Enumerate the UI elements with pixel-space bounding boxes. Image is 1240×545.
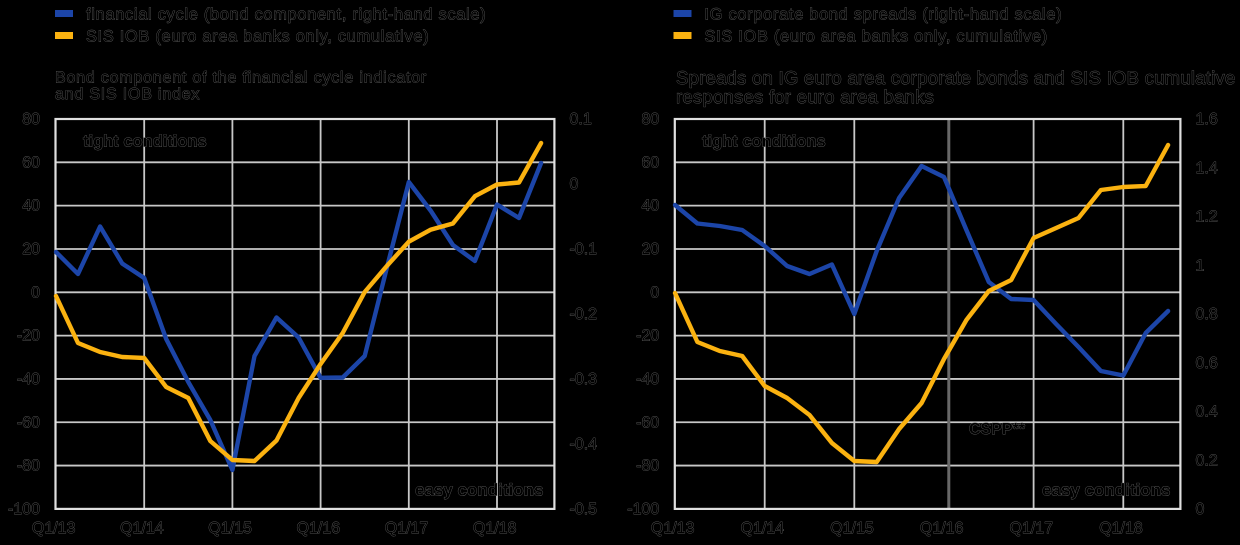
svg-text:0: 0: [31, 284, 40, 301]
svg-text:easy conditions: easy conditions: [415, 481, 543, 500]
svg-text:20: 20: [642, 241, 660, 258]
svg-text:0.6: 0.6: [1196, 355, 1218, 372]
svg-text:1.4: 1.4: [1196, 160, 1218, 177]
svg-text:Spreads on IG euro area corpor: Spreads on IG euro area corporate bonds …: [676, 67, 1236, 88]
svg-text:40: 40: [22, 198, 40, 215]
svg-text:responses for euro area banks: responses for euro area banks: [676, 86, 934, 107]
svg-text:-0.1: -0.1: [570, 241, 598, 258]
svg-text:financial cycle (bond componen: financial cycle (bond component, right-h…: [86, 6, 486, 24]
svg-text:tight conditions: tight conditions: [83, 133, 207, 151]
svg-text:Q1/13: Q1/13: [651, 520, 695, 537]
svg-text:1.6: 1.6: [1196, 111, 1218, 128]
svg-text:-100: -100: [8, 501, 40, 518]
svg-text:20: 20: [22, 241, 40, 258]
svg-text:-0.2: -0.2: [570, 306, 598, 323]
svg-text:Q1/15: Q1/15: [208, 520, 252, 537]
svg-text:0.1: 0.1: [570, 111, 592, 128]
svg-text:CSPP**: CSPP**: [969, 421, 1026, 438]
svg-text:-80: -80: [17, 458, 40, 475]
svg-text:-100: -100: [627, 501, 659, 518]
svg-text:tight conditions: tight conditions: [702, 133, 826, 151]
svg-text:60: 60: [642, 154, 660, 171]
svg-text:0: 0: [1196, 501, 1205, 518]
svg-text:0.8: 0.8: [1196, 306, 1218, 323]
svg-text:Q1/17: Q1/17: [1010, 520, 1054, 537]
svg-text:0: 0: [570, 176, 579, 193]
svg-text:0: 0: [650, 284, 659, 301]
svg-text:-80: -80: [636, 458, 659, 475]
svg-text:-0.5: -0.5: [570, 501, 598, 518]
svg-text:Q1/17: Q1/17: [385, 520, 429, 537]
svg-text:Q1/18: Q1/18: [473, 520, 517, 537]
svg-text:1: 1: [1196, 257, 1205, 274]
svg-text:Bond component of the financia: Bond component of the financial cycle in…: [55, 70, 427, 87]
svg-text:Q1/16: Q1/16: [297, 520, 341, 537]
svg-text:-60: -60: [636, 414, 659, 431]
svg-text:and SIS IOB index: and SIS IOB index: [55, 86, 200, 103]
svg-text:Q1/16: Q1/16: [920, 520, 964, 537]
svg-text:0.2: 0.2: [1196, 452, 1218, 469]
svg-text:IG corporate bond spreads (rig: IG corporate bond spreads (right-hand sc…: [705, 6, 1063, 24]
svg-text:-0.3: -0.3: [570, 371, 598, 388]
svg-text:Q1/14: Q1/14: [120, 520, 164, 537]
svg-text:easy conditions: easy conditions: [1042, 481, 1170, 500]
svg-text:40: 40: [642, 198, 660, 215]
svg-text:-60: -60: [17, 414, 40, 431]
svg-text:80: 80: [642, 111, 660, 128]
svg-text:Q1/14: Q1/14: [741, 520, 785, 537]
svg-text:-0.4: -0.4: [570, 436, 598, 453]
svg-text:0.4: 0.4: [1196, 404, 1218, 421]
svg-text:Q1/18: Q1/18: [1099, 520, 1143, 537]
svg-text:-20: -20: [17, 328, 40, 345]
svg-text:-40: -40: [17, 371, 40, 388]
svg-text:Q1/13: Q1/13: [32, 520, 76, 537]
svg-text:60: 60: [22, 154, 40, 171]
svg-text:-40: -40: [636, 371, 659, 388]
svg-text:SIS IOB (euro area banks only,: SIS IOB (euro area banks only, cumulativ…: [705, 28, 1048, 46]
svg-text:-20: -20: [636, 328, 659, 345]
svg-text:Q1/15: Q1/15: [830, 520, 874, 537]
svg-text:1.2: 1.2: [1196, 209, 1218, 226]
svg-text:SIS IOB (euro area banks only,: SIS IOB (euro area banks only, cumulativ…: [86, 28, 429, 46]
svg-text:80: 80: [22, 111, 40, 128]
